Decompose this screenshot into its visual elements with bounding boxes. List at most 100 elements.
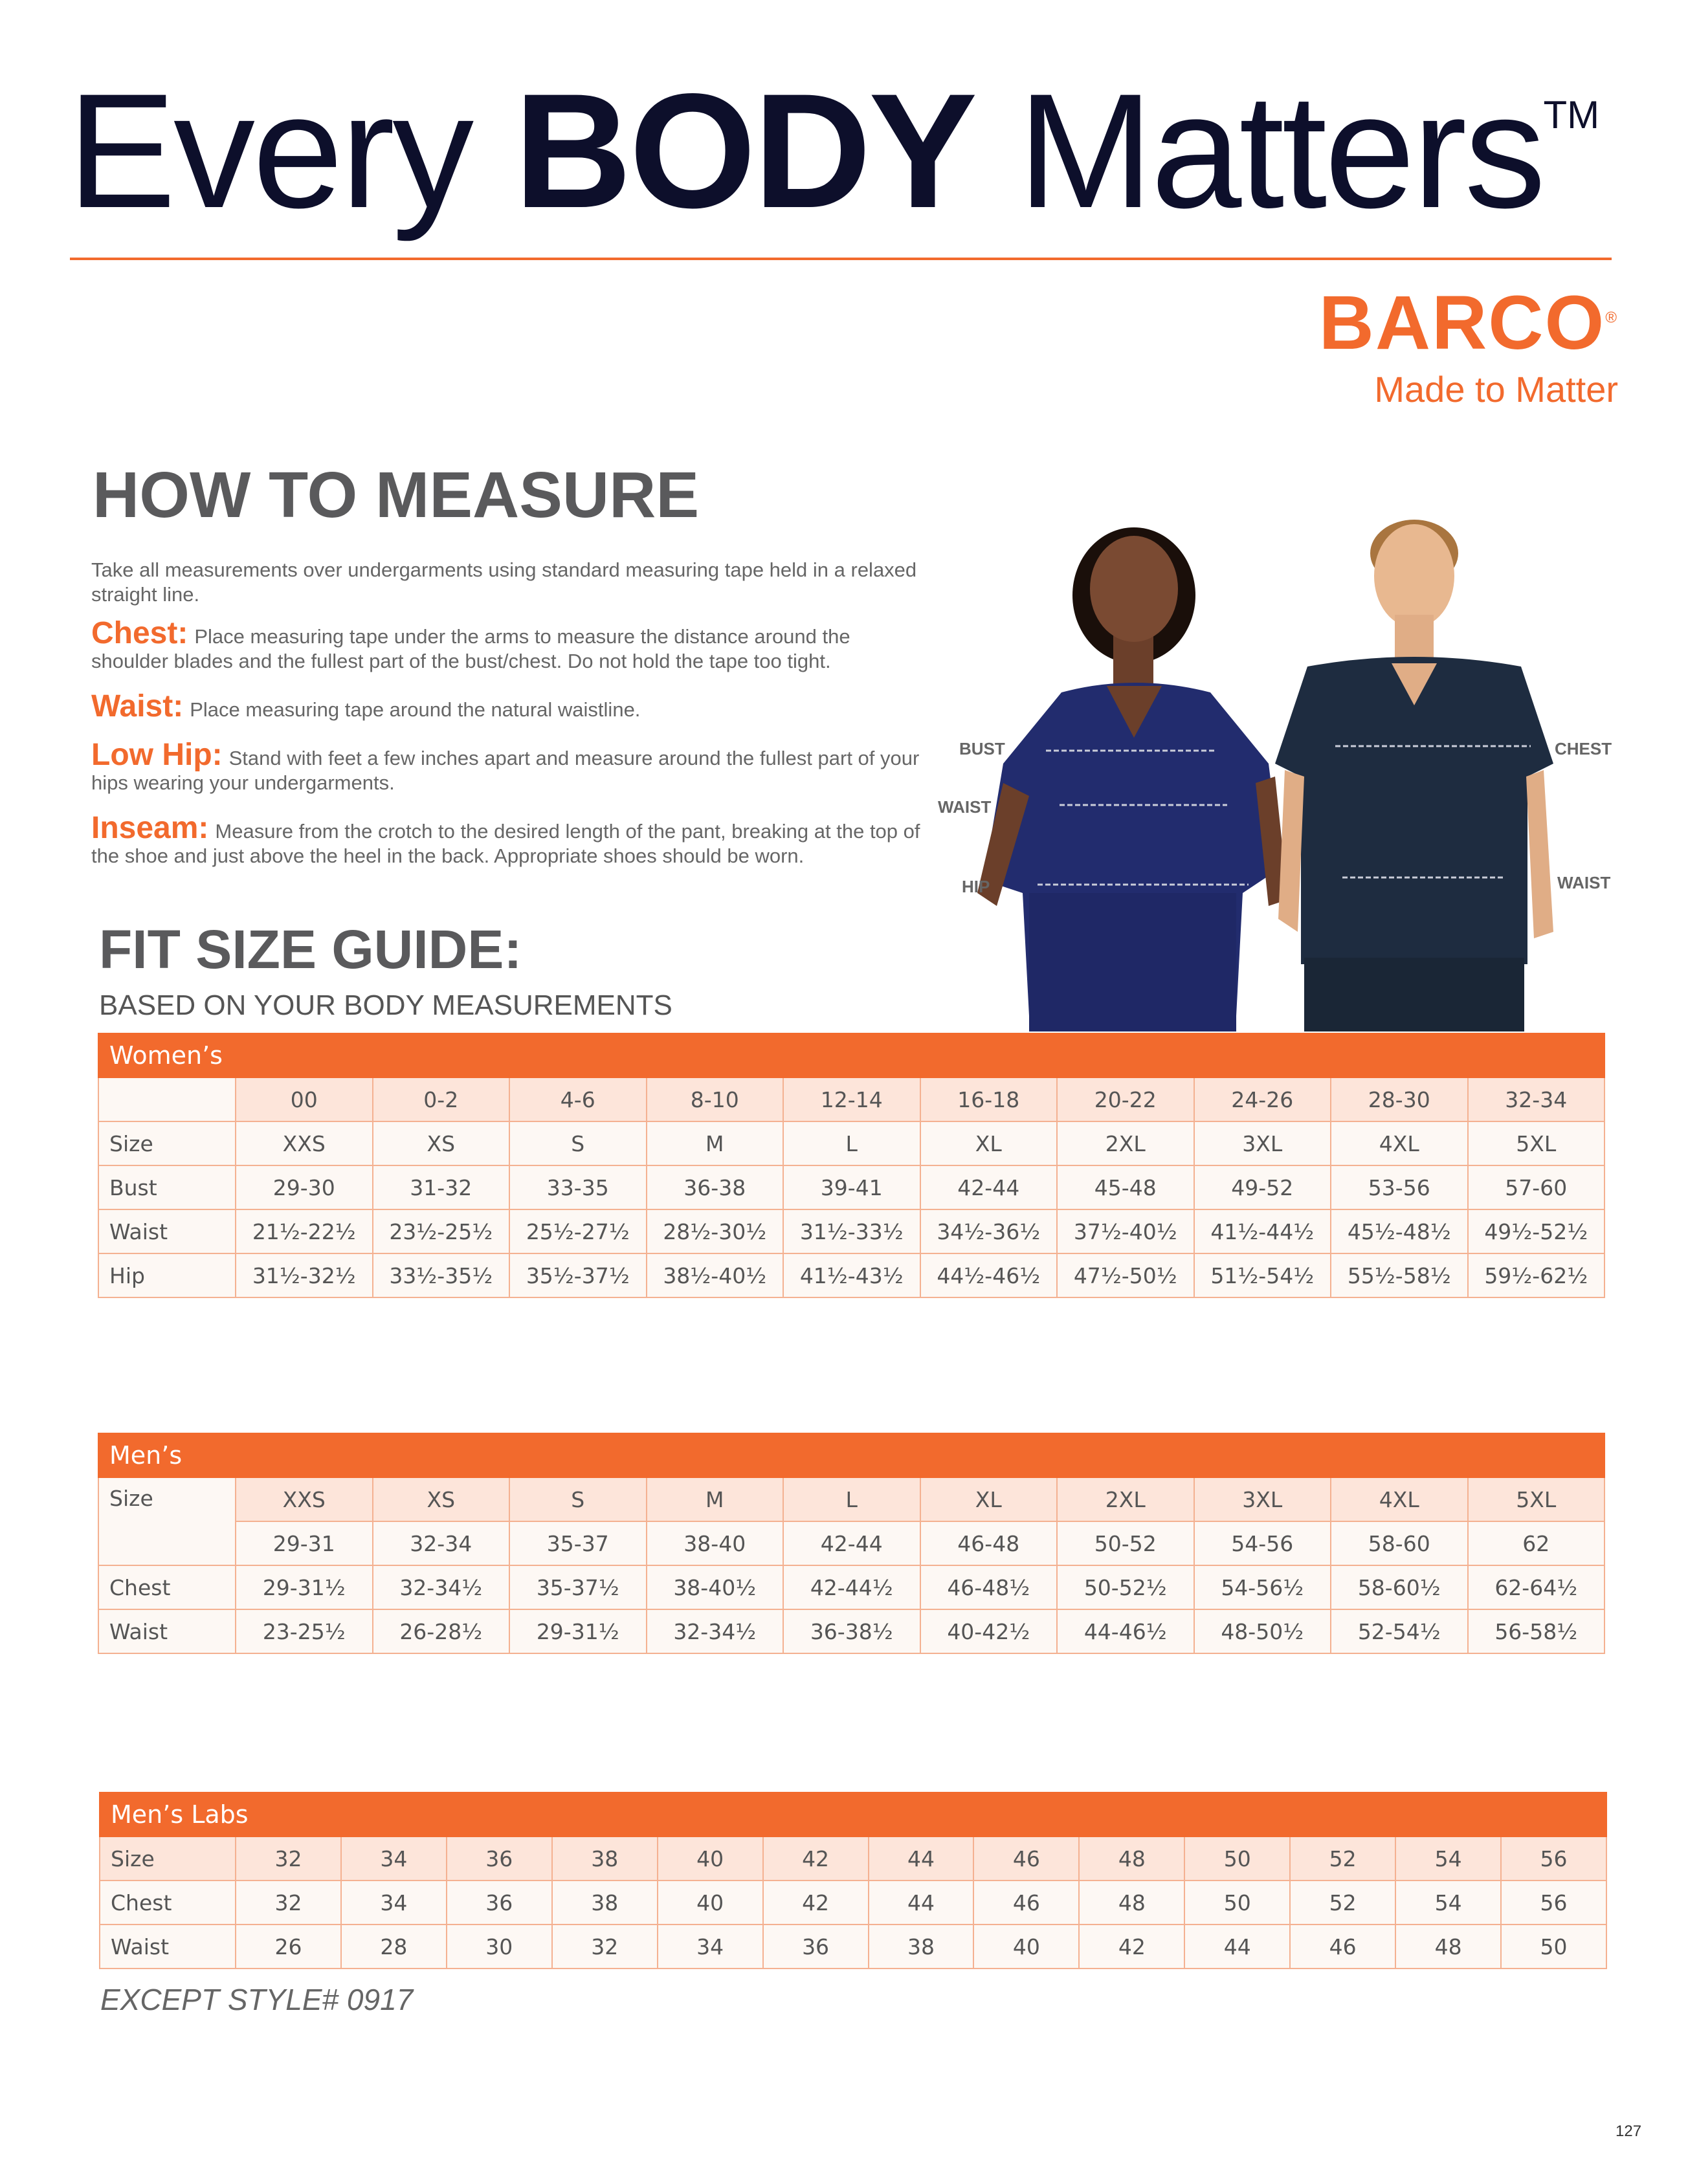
table-cell: 36 [445, 1880, 553, 1925]
table-row: Size XXS XS S M L XL 2XL 3XL 4XL 5XL [98, 1477, 1605, 1566]
measure-waist: Waist: Place measuring tape around the na… [91, 691, 933, 722]
table-cell: 53-56 [1330, 1165, 1469, 1210]
table-cell: 51½-54½ [1193, 1253, 1331, 1298]
table-cell: 46 [1289, 1924, 1397, 1969]
table-cell: 50 [1184, 1836, 1291, 1881]
table-cell: 36 [445, 1836, 553, 1881]
table-cell: 33-35 [509, 1165, 647, 1210]
row-label: Bust [98, 1165, 236, 1210]
table-cell: 20-22 [1056, 1077, 1195, 1122]
table-cell: 46 [973, 1880, 1080, 1925]
table-cell: 12-14 [783, 1077, 921, 1122]
table-row: Size 32 34 36 38 40 42 44 46 48 50 52 54 56 [99, 1836, 1607, 1881]
table-cell: 54 [1395, 1880, 1502, 1925]
table-cell: 5XL [1467, 1121, 1605, 1166]
table-cell: 40 [656, 1836, 764, 1881]
table-cell: 52 [1289, 1880, 1397, 1925]
table-cell: 59½-62½ [1467, 1253, 1605, 1298]
table-cell: 44 [867, 1880, 975, 1925]
table-cell: 32 [551, 1924, 658, 1969]
womens-size-table: Women’s 00 0-2 4-6 8-10 12-14 16-18 20-22 24-26 2… [98, 1033, 1605, 1298]
table-title: Men’s Labs [99, 1792, 1607, 1837]
table-cell: 38½-40½ [645, 1253, 784, 1298]
table-cell: 50-52 [1056, 1521, 1195, 1566]
table-cell: 48 [1078, 1880, 1186, 1925]
measure-lines [1038, 745, 1531, 886]
table-cell: 35-37½ [509, 1565, 647, 1610]
table-cell: 23½-25½ [372, 1209, 510, 1254]
table-cell: 38 [551, 1836, 658, 1881]
table-cell: 34 [656, 1924, 764, 1969]
table-cell: 34 [340, 1880, 447, 1925]
row-label: Waist [98, 1609, 236, 1654]
table-cell: S [509, 1477, 647, 1522]
table-cell: 16-18 [919, 1077, 1058, 1122]
table-cell: 41½-44½ [1193, 1209, 1331, 1254]
row-label: Size [99, 1836, 236, 1881]
title-every: Every [67, 60, 515, 242]
chest-label: Chest: [91, 616, 188, 650]
table-title: Women’s [98, 1033, 1605, 1078]
table-row: 00 0-2 4-6 8-10 12-14 16-18 20-22 24-26 28-30 32-… [98, 1077, 1605, 1122]
table-cell: 31½-32½ [235, 1253, 373, 1298]
table-header-row: Women’s [98, 1033, 1605, 1078]
mens-size-table: Men’s Size XXS XS S M L XL 2XL 3XL 4XL 5XL 29-31 32-3… [98, 1433, 1605, 1654]
table-cell: 49½-52½ [1467, 1209, 1605, 1254]
inseam-label: Inseam: [91, 811, 209, 845]
title-body: BODY [514, 60, 977, 242]
table-cell: 45½-48½ [1330, 1209, 1469, 1254]
table-cell: 0-2 [372, 1077, 510, 1122]
table-cell: 26 [235, 1924, 342, 1969]
table-cell: 38 [867, 1924, 975, 1969]
table-cell: 54-56 [1193, 1521, 1331, 1566]
table-cell: 41½-43½ [783, 1253, 921, 1298]
table-row: 29-31 32-34 35-37 38-40 42-44 46-48 50-52 54-56… [98, 1521, 1605, 1566]
table-cell: 32-34 [1467, 1077, 1605, 1122]
chest-label-man: CHEST [1555, 739, 1612, 758]
table-cell: 28-30 [1330, 1077, 1469, 1122]
table-cell: 49-52 [1193, 1165, 1331, 1210]
table-cell: 50 [1184, 1880, 1291, 1925]
table-cell: XXS [235, 1121, 373, 1166]
row-label: Waist [99, 1924, 236, 1969]
bust-label: BUST [959, 739, 1005, 758]
table-cell: 38-40 [645, 1521, 784, 1566]
table-cell: 3XL [1193, 1121, 1331, 1166]
table-cell: 52 [1289, 1836, 1397, 1881]
table-header-row: Men’s [98, 1433, 1605, 1478]
table-cell: 39-41 [783, 1165, 921, 1210]
table-cell: 00 [235, 1077, 373, 1122]
table-cell: 4-6 [509, 1077, 647, 1122]
table-cell: S [509, 1121, 647, 1166]
table-cell: 31½-33½ [783, 1209, 921, 1254]
table-cell: 4XL [1330, 1477, 1469, 1522]
table-row: Waist 23-25½ 26-28½ 29-31½ 32-34½ 36-38½ 40-42… [98, 1609, 1605, 1654]
table-cell: 44 [867, 1836, 975, 1881]
table-title: Men’s [98, 1433, 1605, 1478]
man-model [1275, 520, 1553, 1031]
table-cell: 34½-36½ [919, 1209, 1058, 1254]
inseam-text: Measure from the crotch to the desired l… [91, 820, 920, 867]
row-label: Waist [98, 1209, 236, 1254]
row-label: Chest [98, 1565, 236, 1610]
table-cell: 58-60½ [1330, 1565, 1469, 1610]
table-row: Chest 29-31½ 32-34½ 35-37½ 38-40½ 42-44½ 46-48… [98, 1565, 1605, 1610]
table-cell: 42-44 [919, 1165, 1058, 1210]
mens-labs-size-table: Men’s Labs Size 32 34 36 38 40 42 44 46 48 50 52 54 56… [99, 1792, 1607, 1969]
chest-text: Place measuring tape under the arms to m… [91, 625, 850, 672]
table-cell: 42-44 [783, 1521, 921, 1566]
row-label [98, 1077, 236, 1122]
table-cell: 30 [445, 1924, 553, 1969]
table-cell: 38 [551, 1880, 658, 1925]
row-label: Size [98, 1477, 236, 1566]
trademark: TM [1543, 93, 1600, 137]
woman-model [977, 527, 1288, 1031]
table-cell: 33½-35½ [372, 1253, 510, 1298]
table-row: Waist 21½-22½ 23½-25½ 25½-27½ 28½-30½ 31½-33½… [98, 1209, 1605, 1254]
table-cell: 29-31 [235, 1521, 373, 1566]
table-cell: 56 [1500, 1880, 1607, 1925]
waist-text: Place measuring tape around the natural … [190, 698, 641, 721]
low-hip-label: Low Hip: [91, 738, 223, 772]
table-cell: 54 [1395, 1836, 1502, 1881]
registered-mark: ® [1605, 309, 1618, 327]
